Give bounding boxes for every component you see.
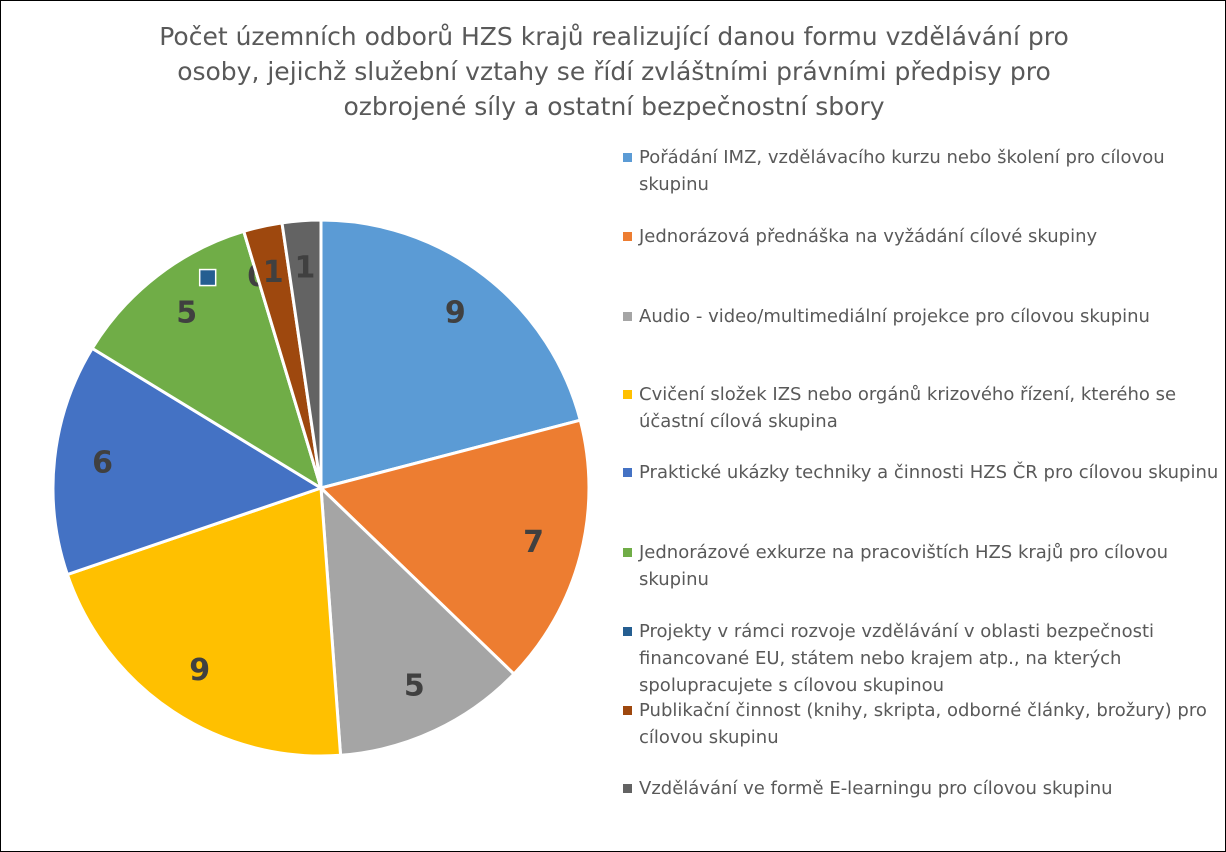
legend-entry: Projekty v rámci rozvoje vzdělávání v ob… <box>623 618 1225 699</box>
legend-entry: Jednorázová přednáška na vyžádání cílové… <box>623 223 1225 250</box>
data-label: 9 <box>189 653 210 688</box>
data-label: 1 <box>263 255 284 290</box>
legend-key <box>623 312 632 321</box>
legend-key <box>623 548 632 557</box>
legend-label: Cvičení složek IZS nebo orgánů krizového… <box>639 384 1177 432</box>
legend-key <box>623 390 632 399</box>
pie-slice <box>65 485 343 758</box>
legend-entry: Publikační činnost (knihy, skripta, odbo… <box>623 697 1225 751</box>
pie-slice <box>319 484 517 757</box>
legend-label: Projekty v rámci rozvoje vzdělávání v ob… <box>639 621 1155 696</box>
pie-slice <box>318 418 591 677</box>
legend-label: Praktické ukázky techniky a činnosti HZS… <box>639 462 1219 483</box>
data-label: 5 <box>404 668 425 703</box>
legend-label: Jednorázové exkurze na pracovištích HZS … <box>639 542 1169 590</box>
legend-label: Publikační činnost (knihy, skripta, odbo… <box>639 700 1207 748</box>
pie-slice <box>51 346 325 577</box>
legend-entry: Jednorázové exkurze na pracovištích HZS … <box>623 539 1225 593</box>
legend-entry: Cvičení složek IZS nebo orgánů krizového… <box>623 381 1225 435</box>
data-label: 5 <box>176 296 197 331</box>
pie-slice <box>319 218 583 490</box>
legend-key <box>623 153 632 162</box>
pie-slice <box>90 229 324 492</box>
legend-key <box>623 706 632 715</box>
legend-label: Pořádání IMZ, vzdělávacího kurzu nebo šk… <box>639 147 1165 195</box>
data-label: 1 <box>295 250 316 285</box>
legend-key <box>623 232 632 241</box>
data-label: 6 <box>92 445 113 480</box>
legend-label: Vzdělávání ve formě E-learningu pro cílo… <box>639 778 1113 799</box>
data-label: 7 <box>523 525 544 560</box>
legend-entry: Vzdělávání ve formě E-learningu pro cílo… <box>623 775 1225 802</box>
zero-marker <box>198 268 217 287</box>
legend-entry: Praktické ukázky techniky a činnosti HZS… <box>623 459 1225 486</box>
data-label: 9 <box>445 296 466 331</box>
pie-slice <box>280 218 323 489</box>
legend-key <box>623 627 632 636</box>
legend-entry: Audio - video/multimediální projekce pro… <box>623 303 1225 330</box>
legend-label: Jednorázová přednáška na vyžádání cílové… <box>639 226 1098 247</box>
legend-key <box>623 468 632 477</box>
legend-entry: Pořádání IMZ, vzdělávacího kurzu nebo šk… <box>623 144 1225 198</box>
legend-key <box>623 784 632 793</box>
legend-label: Audio - video/multimediální projekce pro… <box>639 306 1150 327</box>
chart-title: Počet územních odborů HZS krajů realizuj… <box>159 22 1069 121</box>
